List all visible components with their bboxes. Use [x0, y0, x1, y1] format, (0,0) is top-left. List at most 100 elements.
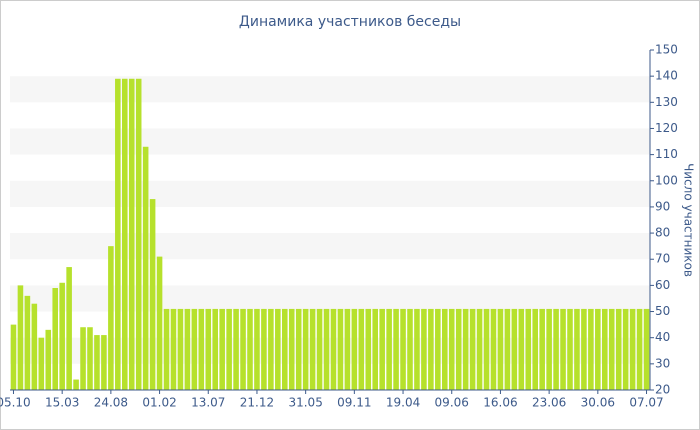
bar [574, 308, 580, 390]
bar [595, 308, 601, 390]
bar [608, 308, 615, 390]
bar [581, 308, 587, 390]
bar [170, 308, 177, 390]
bar [476, 308, 483, 390]
bar [135, 78, 142, 391]
y-tick-label: 130 [655, 95, 678, 109]
bar [372, 308, 378, 390]
bar [198, 308, 205, 390]
bar [588, 308, 594, 390]
y-tick-label: 80 [655, 226, 670, 240]
bar [539, 308, 545, 390]
bar [254, 308, 260, 390]
y-tick-label: 110 [655, 147, 678, 161]
bar [247, 308, 253, 390]
bar [462, 308, 469, 390]
bar [337, 308, 344, 390]
bar [101, 335, 107, 390]
x-tick-label: 21.12 [240, 396, 274, 410]
x-tick-label: 24.08 [94, 396, 128, 410]
bar [24, 295, 31, 390]
bar [518, 308, 525, 390]
bar [629, 308, 636, 390]
bar [302, 308, 309, 390]
y-tick-label: 70 [655, 252, 670, 266]
bar [442, 308, 448, 390]
x-tick-label: 31.05 [288, 396, 322, 410]
y-tick-label: 100 [655, 173, 678, 187]
bar [525, 308, 532, 390]
x-tick-label: 16.06 [483, 396, 517, 410]
x-tick-label: 19.04 [386, 396, 420, 410]
bar [295, 308, 302, 390]
bar [31, 303, 38, 390]
bar [115, 78, 121, 391]
bar [17, 285, 24, 390]
bar [546, 308, 552, 390]
x-tick-label: 09.06 [435, 396, 469, 410]
bar [636, 308, 643, 390]
bar [177, 308, 184, 390]
bar [156, 256, 163, 390]
bar [386, 308, 392, 390]
bar [94, 335, 100, 390]
y-tick-label: 40 [655, 330, 670, 344]
bar [532, 308, 538, 390]
bar [212, 308, 218, 390]
x-tick-label: 07.07 [629, 396, 663, 410]
bar [490, 308, 497, 390]
bar [358, 308, 365, 390]
bar [428, 308, 434, 390]
bar [504, 308, 511, 390]
y-tick-label: 90 [655, 199, 670, 213]
bar [52, 288, 58, 390]
bar [448, 308, 455, 390]
bar [421, 308, 427, 390]
x-tick-label: 30.06 [581, 396, 615, 410]
bar [226, 308, 232, 390]
grid-band [10, 128, 650, 155]
y-tick-label: 140 [655, 69, 678, 83]
bar [59, 282, 65, 390]
bar [219, 308, 225, 390]
bar [553, 308, 559, 390]
bar [10, 324, 17, 390]
bar [393, 308, 399, 390]
bar [45, 329, 52, 390]
bar [205, 308, 212, 390]
y-tick-label: 50 [655, 304, 670, 318]
bar [66, 267, 72, 390]
grid-band [10, 233, 650, 260]
chart-title: Динамика участников беседы [239, 14, 461, 30]
bar [365, 308, 372, 390]
x-tick-label: 15.03 [45, 396, 79, 410]
bar [323, 308, 330, 390]
bar [567, 308, 573, 390]
bar [288, 308, 295, 390]
bar [643, 308, 650, 390]
bar [184, 308, 191, 390]
bar [511, 308, 518, 390]
bar [149, 199, 156, 390]
bar [268, 308, 274, 390]
grid-band [10, 76, 650, 103]
x-tick-label: 01.02 [142, 396, 176, 410]
bar [622, 308, 629, 390]
grid-band [10, 285, 650, 312]
bar [142, 146, 149, 390]
y-tick-label: 120 [655, 121, 678, 135]
y-tick-label: 20 [655, 383, 670, 397]
bar [108, 246, 114, 390]
bar [282, 308, 288, 390]
bar [497, 308, 504, 390]
bar [73, 379, 79, 390]
bar [379, 308, 385, 390]
bar [240, 308, 246, 390]
bar [560, 308, 566, 390]
bar [414, 308, 420, 390]
bar [275, 308, 281, 390]
bar [261, 308, 267, 390]
bar [128, 78, 135, 391]
y-axis-label: Число участников [682, 163, 696, 277]
